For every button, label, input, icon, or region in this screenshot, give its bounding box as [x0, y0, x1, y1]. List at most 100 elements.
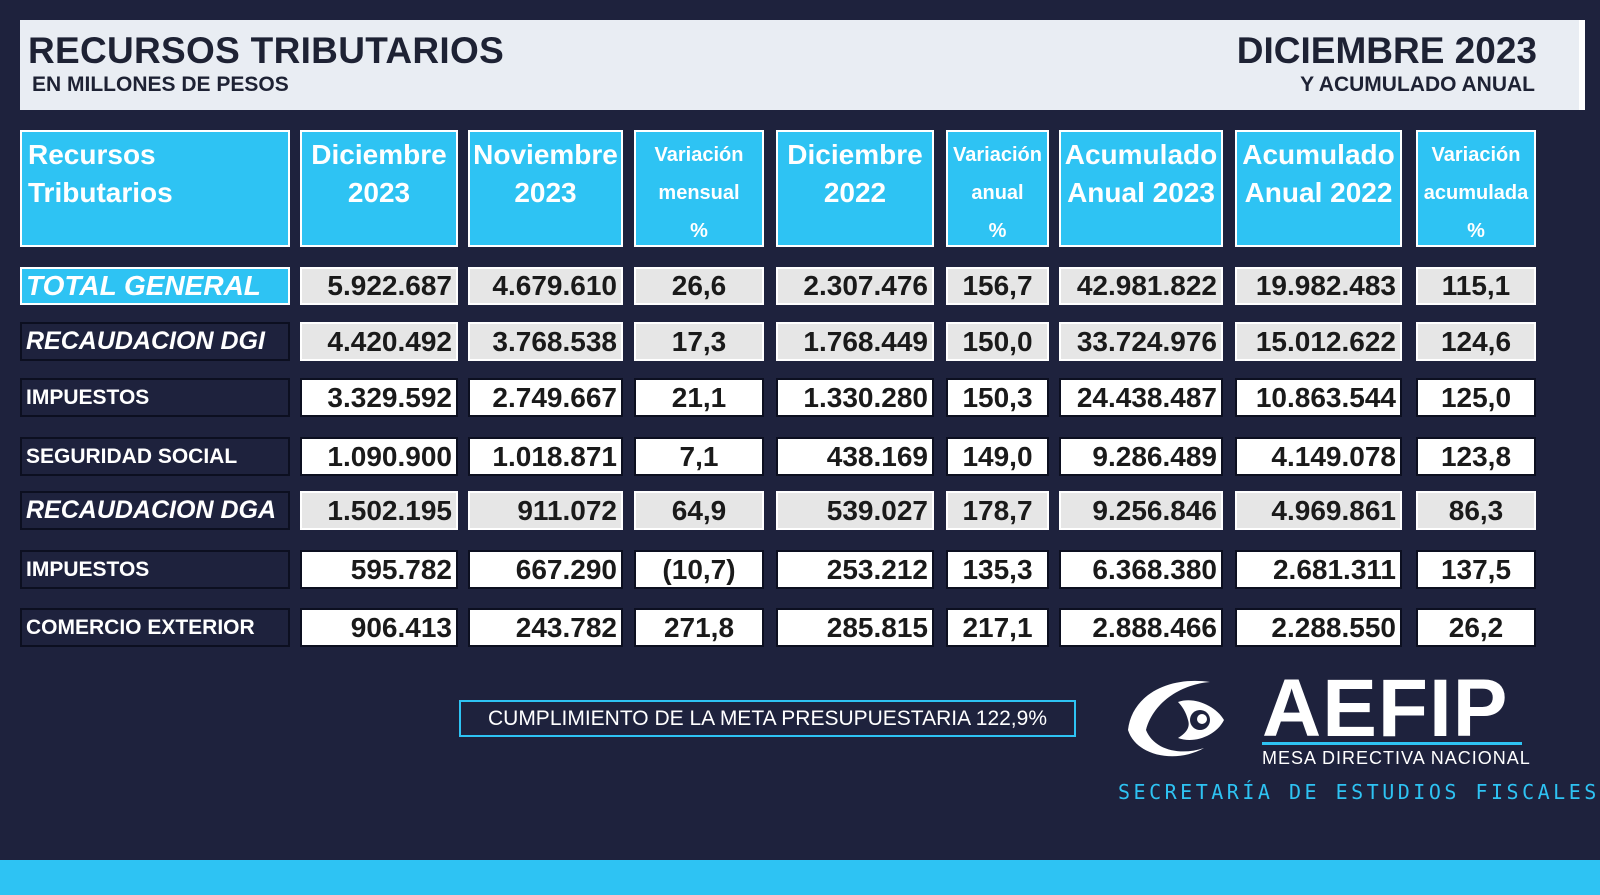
- row-label: COMERCIO EXTERIOR: [20, 608, 290, 647]
- period-subtitle: Y ACUMULADO ANUAL: [1300, 73, 1535, 96]
- table-cell: (10,7): [634, 550, 764, 589]
- table-cell: 1.330.280: [776, 378, 934, 417]
- table-cell: 17,3: [634, 322, 764, 361]
- table-cell: 4.679.610: [468, 267, 623, 305]
- column-header-line: Tributarios: [28, 177, 173, 208]
- table-cell: 150,3: [946, 378, 1049, 417]
- column-header: Variación mensual%: [634, 130, 764, 247]
- table-cell: 2.307.476: [776, 267, 934, 305]
- column-header-line: Recursos: [28, 139, 156, 170]
- column-header: Noviembre 2023: [468, 130, 623, 247]
- table-cell: 123,8: [1416, 437, 1536, 476]
- column-header: Diciembre 2023: [300, 130, 458, 247]
- column-header-line: anual: [971, 182, 1024, 204]
- table-cell: 1.018.871: [468, 437, 623, 476]
- table-cell: 21,1: [634, 378, 764, 417]
- table-cell: 26,6: [634, 267, 764, 305]
- column-header-line: 2023: [347, 177, 411, 208]
- table-cell: 2.681.311: [1235, 550, 1402, 589]
- column-header-line: Variación: [953, 144, 1042, 166]
- table-cell: 137,5: [1416, 550, 1536, 589]
- column-header-line: 2022: [823, 177, 887, 208]
- logo-tagline: MESA DIRECTIVA NACIONAL: [1262, 748, 1531, 768]
- column-header-line: Diciembre: [787, 139, 923, 170]
- table-cell: 595.782: [300, 550, 458, 589]
- period-title: DICIEMBRE 2023: [1236, 30, 1537, 71]
- table-cell: 4.420.492: [300, 322, 458, 361]
- table-cell: 86,3: [1416, 491, 1536, 530]
- table-cell: 26,2: [1416, 608, 1536, 647]
- table-cell: 667.290: [468, 550, 623, 589]
- row-label: IMPUESTOS: [20, 550, 290, 589]
- column-header-line: 2023: [514, 177, 577, 208]
- row-label: RECAUDACION DGI: [20, 322, 290, 361]
- table-cell: 9.256.846: [1059, 491, 1223, 530]
- row-label: IMPUESTOS: [20, 378, 290, 417]
- column-header: Variación acumulada%: [1416, 130, 1536, 247]
- column-header-line: Variación: [654, 144, 744, 166]
- table-cell: 124,6: [1416, 322, 1536, 361]
- row-label: RECAUDACION DGA: [20, 491, 290, 530]
- eye-emblem-icon: [1128, 680, 1224, 757]
- title-band: RECURSOS TRIBUTARIOS EN MILLONES DE PESO…: [20, 20, 1585, 110]
- table-cell: 42.981.822: [1059, 267, 1223, 305]
- table-cell: 438.169: [776, 437, 934, 476]
- table-cell: 115,1: [1416, 267, 1536, 305]
- table-cell: 2.288.550: [1235, 608, 1402, 647]
- table-cell: 149,0: [946, 437, 1049, 476]
- column-header: Recursos Tributarios: [20, 130, 290, 247]
- table-cell: 1.502.195: [300, 491, 458, 530]
- table-cell: 285.815: [776, 608, 934, 647]
- table-cell: 539.027: [776, 491, 934, 530]
- column-header-line: Variación: [1431, 144, 1521, 166]
- table-cell: 2.888.466: [1059, 608, 1223, 647]
- column-header-line: Noviembre: [473, 139, 618, 170]
- column-header-line: %: [1467, 220, 1485, 242]
- table-cell: 4.969.861: [1235, 491, 1402, 530]
- table-cell: 906.413: [300, 608, 458, 647]
- table-cell: 19.982.483: [1235, 267, 1402, 305]
- table-cell: 3.329.592: [300, 378, 458, 417]
- column-header-line: mensual: [658, 182, 740, 204]
- table-cell: 217,1: [946, 608, 1049, 647]
- logo-wordmark: AEFIP: [1262, 663, 1509, 754]
- column-header: Acumulado Anual 2022: [1235, 130, 1402, 247]
- logo-secretaria: SECRETARÍA DE ESTUDIOS FISCALES: [1118, 780, 1600, 804]
- table-cell: 33.724.976: [1059, 322, 1223, 361]
- table-cell: 135,3: [946, 550, 1049, 589]
- table-cell: 10.863.544: [1235, 378, 1402, 417]
- table-cell: 150,0: [946, 322, 1049, 361]
- column-header-line: Diciembre: [311, 139, 447, 170]
- column-header: Variación anual%: [946, 130, 1049, 247]
- table-cell: 911.072: [468, 491, 623, 530]
- column-header-line: Acumulado: [1242, 139, 1395, 170]
- page-subtitle: EN MILLONES DE PESOS: [32, 73, 289, 96]
- budget-goal-text: CUMPLIMIENTO DE LA META PRESUPUESTARIA 1…: [487, 706, 1047, 730]
- table-cell: 24.438.487: [1059, 378, 1223, 417]
- table-cell: 125,0: [1416, 378, 1536, 417]
- logo-divider: [1262, 742, 1522, 745]
- table-cell: 178,7: [946, 491, 1049, 530]
- table-cell: 1.090.900: [300, 437, 458, 476]
- table-cell: 64,9: [634, 491, 764, 530]
- table-cell: 7,1: [634, 437, 764, 476]
- table-cell: 1.768.449: [776, 322, 934, 361]
- column-header-line: Anual 2023: [1067, 177, 1215, 208]
- budget-goal-box: CUMPLIMIENTO DE LA META PRESUPUESTARIA 1…: [459, 700, 1076, 737]
- column-header-line: %: [690, 220, 708, 242]
- table-cell: 5.922.687: [300, 267, 458, 305]
- table-cell: 4.149.078: [1235, 437, 1402, 476]
- table-cell: 156,7: [946, 267, 1049, 305]
- table-cell: 271,8: [634, 608, 764, 647]
- column-header-line: Anual 2022: [1244, 177, 1393, 208]
- bottom-accent-bar: [0, 860, 1600, 895]
- column-header-line: %: [988, 220, 1007, 242]
- table-cell: 2.749.667: [468, 378, 623, 417]
- row-label: SEGURIDAD SOCIAL: [20, 437, 290, 476]
- row-label: TOTAL GENERAL: [20, 267, 290, 305]
- table-cell: 253.212: [776, 550, 934, 589]
- column-header: Diciembre 2022: [776, 130, 934, 247]
- column-header: Acumulado Anual 2023: [1059, 130, 1223, 247]
- table-cell: 3.768.538: [468, 322, 623, 361]
- column-header-line: acumulada: [1423, 182, 1529, 204]
